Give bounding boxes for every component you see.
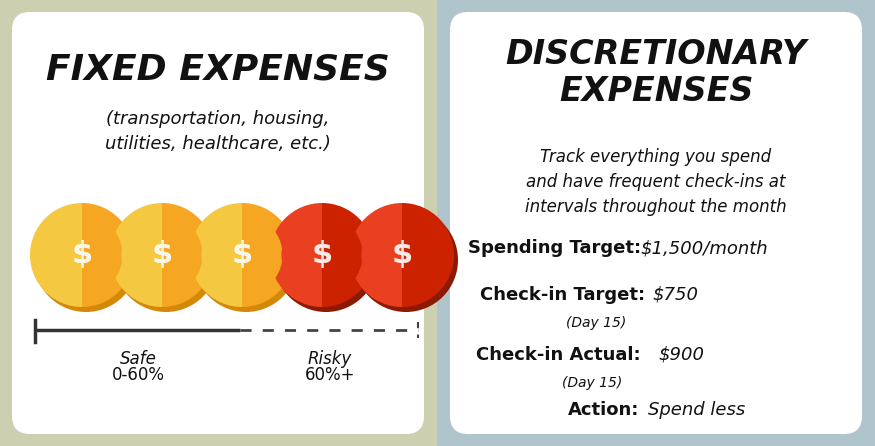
Wedge shape — [110, 203, 162, 307]
Text: FIXED EXPENSES: FIXED EXPENSES — [46, 52, 390, 86]
Wedge shape — [82, 215, 123, 296]
Circle shape — [114, 208, 218, 312]
Text: Check-in Target:: Check-in Target: — [480, 286, 645, 304]
Wedge shape — [201, 215, 242, 296]
Wedge shape — [122, 215, 162, 296]
Text: Safe: Safe — [120, 350, 157, 368]
Text: $: $ — [312, 240, 332, 269]
FancyBboxPatch shape — [0, 0, 437, 446]
Wedge shape — [361, 215, 402, 296]
Text: Risky: Risky — [308, 350, 352, 368]
Text: (transportation, housing,
utilities, healthcare, etc.): (transportation, housing, utilities, hea… — [105, 110, 331, 153]
Wedge shape — [270, 203, 322, 307]
Text: $: $ — [391, 240, 413, 269]
Wedge shape — [162, 203, 214, 307]
Text: 60%+: 60%+ — [304, 366, 355, 384]
Text: $1,500/month: $1,500/month — [640, 239, 767, 257]
Wedge shape — [82, 203, 134, 307]
Wedge shape — [190, 203, 242, 307]
Wedge shape — [41, 215, 82, 296]
Wedge shape — [162, 215, 202, 296]
FancyBboxPatch shape — [437, 0, 875, 446]
Text: (Day 15): (Day 15) — [562, 376, 622, 390]
Text: $: $ — [231, 240, 253, 269]
Wedge shape — [242, 215, 283, 296]
Wedge shape — [350, 203, 402, 307]
Wedge shape — [282, 215, 322, 296]
Text: Check-in Actual:: Check-in Actual: — [476, 346, 640, 364]
Text: $: $ — [72, 240, 93, 269]
Text: $: $ — [151, 240, 172, 269]
Wedge shape — [322, 203, 374, 307]
Text: $900: $900 — [658, 346, 704, 364]
Text: (Day 15): (Day 15) — [566, 316, 626, 330]
Circle shape — [274, 208, 378, 312]
Wedge shape — [242, 203, 294, 307]
Circle shape — [354, 208, 458, 312]
Text: Track everything you spend
and have frequent check-ins at
intervals throughout t: Track everything you spend and have freq… — [525, 148, 787, 216]
FancyBboxPatch shape — [450, 12, 862, 434]
Wedge shape — [322, 215, 362, 296]
Text: $750: $750 — [652, 286, 698, 304]
Text: Spending Target:: Spending Target: — [468, 239, 641, 257]
FancyBboxPatch shape — [12, 12, 424, 434]
Text: Action:: Action: — [568, 401, 640, 419]
Wedge shape — [402, 215, 443, 296]
Text: Spend less: Spend less — [648, 401, 746, 419]
Wedge shape — [30, 203, 82, 307]
Wedge shape — [402, 203, 454, 307]
Circle shape — [34, 208, 138, 312]
Text: DISCRETIONARY
EXPENSES: DISCRETIONARY EXPENSES — [506, 38, 807, 108]
Circle shape — [194, 208, 298, 312]
Text: 0-60%: 0-60% — [111, 366, 164, 384]
